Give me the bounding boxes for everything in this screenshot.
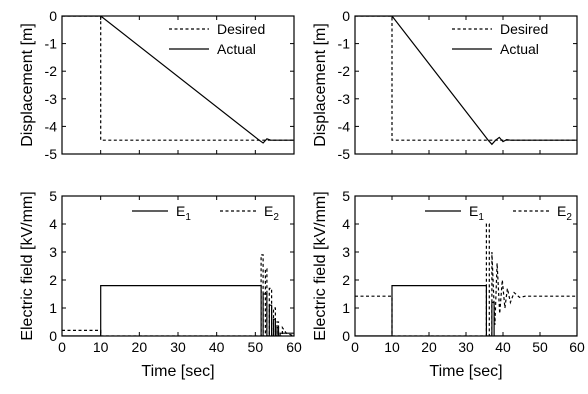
legend-label: Desired xyxy=(217,21,265,37)
y-tick-label: 3 xyxy=(342,244,350,260)
legend-label: E2 xyxy=(264,203,279,223)
y-tick-label: 1 xyxy=(342,300,350,316)
legend-label: Actual xyxy=(500,41,539,57)
chart-top-right: 0 -1 -2 -3 -4 -5 Displacement [m] Desired Actual xyxy=(312,8,578,162)
x-tick-label: 50 xyxy=(248,339,264,355)
x-tick-label: 60 xyxy=(569,339,585,355)
x-tick-label: 20 xyxy=(421,339,437,355)
y-tick-label: -4 xyxy=(45,118,58,134)
x-tick-label: 0 xyxy=(58,339,66,355)
y-tick-label: 0 xyxy=(342,8,350,24)
y-tick-label: 0 xyxy=(342,328,350,344)
x-tick-label: 50 xyxy=(532,339,548,355)
y-tick-label: 2 xyxy=(342,272,350,288)
legend-label: E1 xyxy=(176,203,191,223)
legend-label: E2 xyxy=(557,203,572,223)
y-tick-label: -3 xyxy=(45,91,58,107)
y-tick-label: 2 xyxy=(49,272,57,288)
y-tick-label: 4 xyxy=(49,216,57,232)
x-tick-label: 60 xyxy=(286,339,302,355)
y-tick-label: -5 xyxy=(338,146,351,162)
x-axis-label: Time [sec] xyxy=(141,363,214,380)
y-axis-label: Electric field [kV/mm] xyxy=(19,191,36,340)
plot-frame xyxy=(354,195,578,337)
y-tick-label: -5 xyxy=(45,146,58,162)
x-tick-label: 40 xyxy=(209,339,225,355)
x-tick-label: 30 xyxy=(458,339,474,355)
x-tick-label: 30 xyxy=(170,339,186,355)
y-tick-label: 0 xyxy=(49,8,57,24)
x-axis-label: Time [sec] xyxy=(429,363,502,380)
y-tick-label: -4 xyxy=(338,118,351,134)
y-tick-label: 1 xyxy=(49,300,57,316)
series-line-2 xyxy=(62,16,294,144)
series-line-2 xyxy=(62,254,294,336)
series-line-2 xyxy=(355,223,577,336)
x-tick-label: 0 xyxy=(351,339,359,355)
y-tick-label: 5 xyxy=(342,188,350,204)
legend-label: E1 xyxy=(469,203,484,223)
x-tick-label: 10 xyxy=(384,339,400,355)
y-tick-label: -1 xyxy=(45,36,58,52)
y-tick-label: -1 xyxy=(338,36,351,52)
y-tick-label: 5 xyxy=(49,188,57,204)
legend-label: Actual xyxy=(217,41,256,57)
y-tick-label: 4 xyxy=(342,216,350,232)
y-tick-label: -2 xyxy=(45,63,58,79)
series-line-1 xyxy=(62,16,294,141)
series-line-1 xyxy=(355,16,577,141)
x-tick-label: 40 xyxy=(495,339,511,355)
y-tick-label: -3 xyxy=(338,91,351,107)
y-axis-label: Displacement [m] xyxy=(312,23,329,147)
x-tick-label: 20 xyxy=(132,339,148,355)
series-line-1 xyxy=(62,285,294,336)
series-line-2 xyxy=(355,16,577,146)
chart-top-left: 0 -1 -2 -3 -4 -5 Displacement [m] Desired Actual xyxy=(19,8,295,162)
y-tick-label: 0 xyxy=(49,328,57,344)
y-tick-label: 3 xyxy=(49,244,57,260)
series-line-1 xyxy=(355,285,577,336)
y-axis-label: Electric field [kV/mm] xyxy=(312,191,329,340)
y-axis-label: Displacement [m] xyxy=(19,23,36,147)
legend-label: Desired xyxy=(500,21,548,37)
y-tick-label: -2 xyxy=(338,63,351,79)
x-tick-label: 10 xyxy=(93,339,109,355)
